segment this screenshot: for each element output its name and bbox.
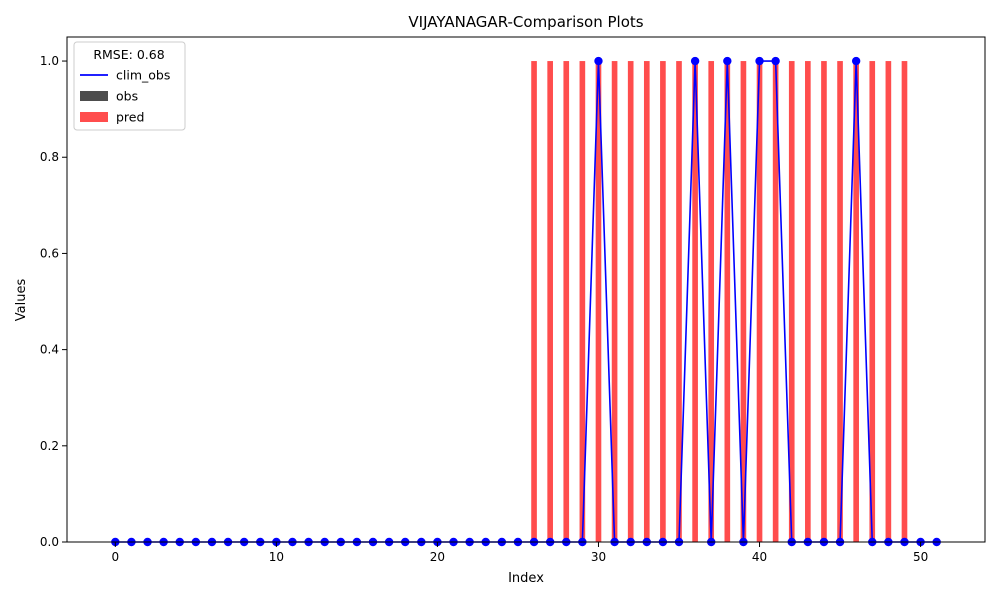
legend-swatch-obs bbox=[80, 91, 108, 101]
clim-obs-point bbox=[771, 56, 780, 66]
pred-bar bbox=[708, 61, 715, 543]
legend-swatch-pred bbox=[80, 112, 108, 122]
clim-obs-line-layer bbox=[111, 56, 941, 547]
bars-layer bbox=[531, 61, 908, 543]
pred-bar bbox=[627, 61, 634, 543]
x-axis-label: Index bbox=[508, 571, 544, 586]
pred-bar bbox=[788, 61, 795, 543]
y-tick-label: 1.0 bbox=[40, 54, 59, 68]
y-tick-label: 0.2 bbox=[40, 439, 59, 453]
x-tick-label: 40 bbox=[752, 550, 767, 564]
legend-box bbox=[73, 41, 186, 131]
y-tick-label: 0.8 bbox=[40, 150, 59, 164]
y-tick-label: 0.0 bbox=[40, 535, 59, 549]
pred-bar bbox=[692, 61, 698, 543]
pred-bar bbox=[611, 61, 618, 543]
clim-obs-point bbox=[690, 56, 700, 66]
clim-obs-line bbox=[115, 60, 937, 543]
pred-bar bbox=[579, 61, 586, 543]
y-tick-label: 0.6 bbox=[40, 246, 59, 260]
clim-obs-point bbox=[594, 56, 603, 66]
pred-bar bbox=[643, 61, 650, 543]
ticks-layer: 0 10 20 30 40 50 0.0 0.2 0.4 0.6 0.8 1.0 bbox=[40, 54, 928, 564]
pred-bar bbox=[756, 61, 763, 543]
clim-obs-point bbox=[851, 56, 861, 66]
pred-bar bbox=[547, 61, 553, 543]
pred-bar bbox=[595, 61, 602, 543]
pred-bar bbox=[869, 61, 876, 543]
x-tick-label: 0 bbox=[111, 550, 119, 564]
pred-bar bbox=[724, 61, 731, 543]
pred-bar bbox=[660, 61, 666, 543]
pred-bar bbox=[531, 61, 537, 543]
legend-label-obs: obs bbox=[116, 89, 138, 104]
legend-label-pred: pred bbox=[116, 110, 144, 125]
pred-bar bbox=[740, 61, 747, 543]
pred-bar bbox=[772, 61, 779, 543]
clim-obs-point bbox=[723, 56, 732, 66]
y-tick-label: 0.4 bbox=[40, 343, 59, 357]
pred-bar bbox=[821, 61, 827, 543]
y-axis-label: Values bbox=[14, 279, 29, 322]
clim-obs-point bbox=[755, 56, 764, 66]
x-tick-label: 30 bbox=[591, 550, 606, 564]
pred-bar bbox=[563, 61, 570, 543]
pred-bar bbox=[676, 61, 682, 543]
x-tick-label: 50 bbox=[913, 550, 928, 564]
chart-title: VIJAYANAGAR-Comparison Plots bbox=[408, 13, 643, 31]
pred-bar bbox=[837, 61, 843, 543]
x-tick-label: 10 bbox=[269, 550, 284, 564]
x-tick-label: 20 bbox=[430, 550, 445, 564]
pred-bar bbox=[885, 61, 892, 543]
axes-layer bbox=[66, 36, 986, 543]
pred-bar bbox=[901, 61, 908, 543]
plot-frame bbox=[66, 36, 986, 543]
pred-bar bbox=[853, 61, 859, 543]
legend-title: RMSE: 0.68 bbox=[93, 47, 164, 62]
legend-label-clim_obs: clim_obs bbox=[116, 68, 170, 83]
pred-bar bbox=[805, 61, 811, 543]
